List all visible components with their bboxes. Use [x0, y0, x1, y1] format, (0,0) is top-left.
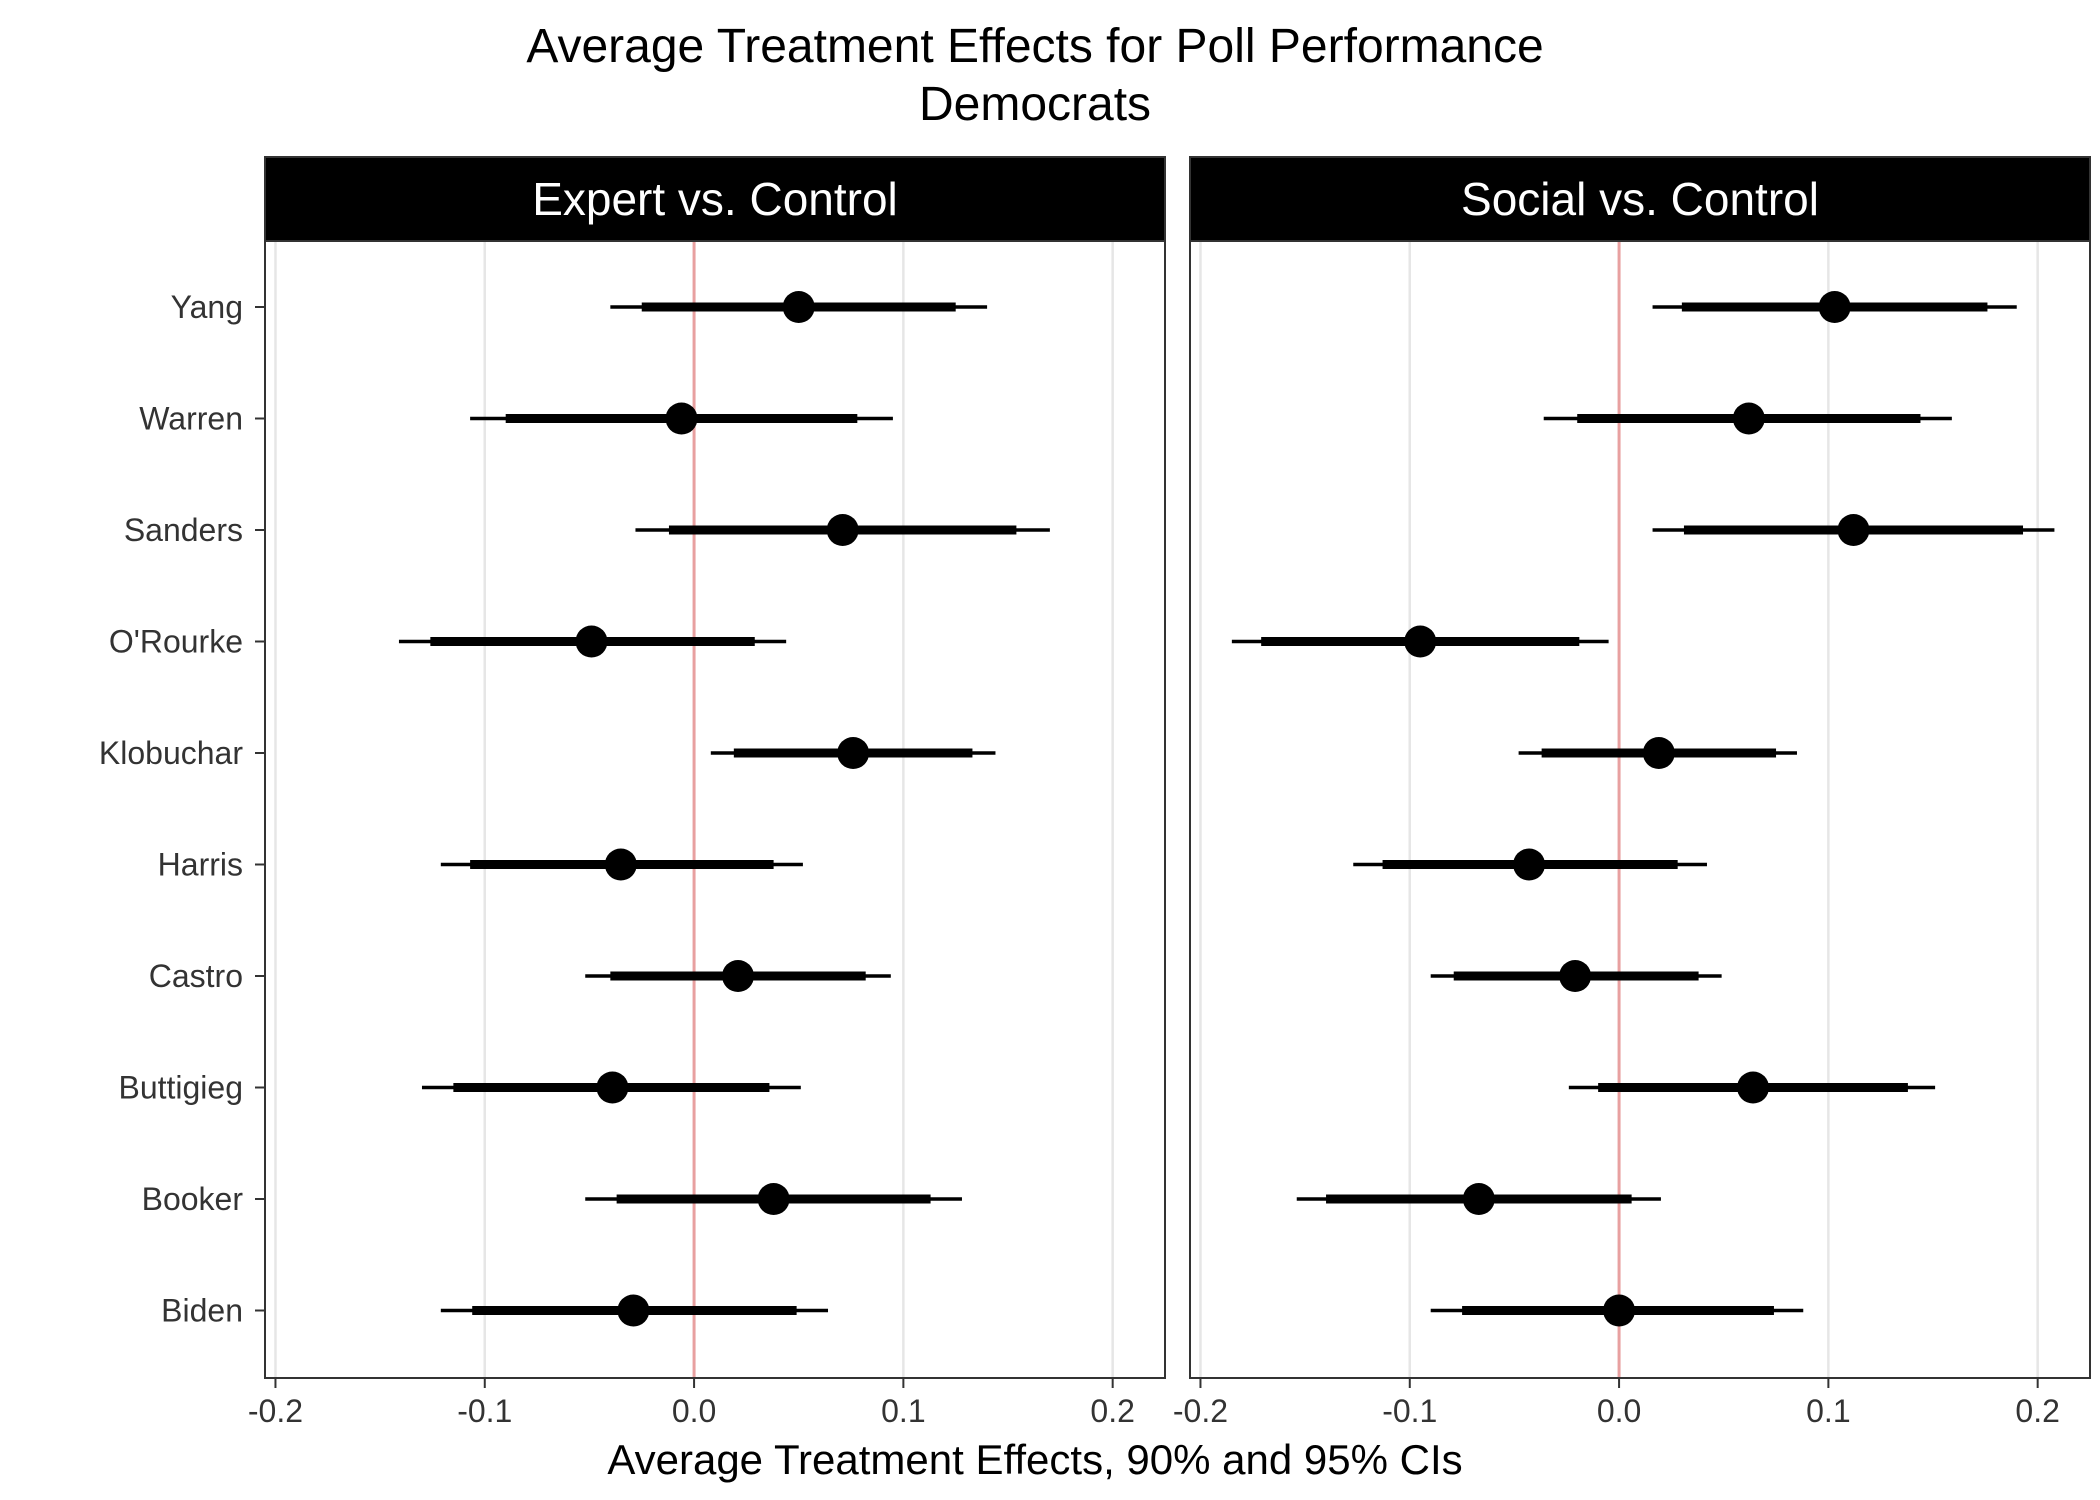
x-tick-label: 0.1 — [1806, 1393, 1850, 1429]
category-label: Warren — [139, 401, 243, 437]
point-estimate — [1462, 1183, 1495, 1215]
point-estimate — [1837, 514, 1870, 546]
point-estimate — [757, 1183, 790, 1215]
point-estimate — [1732, 402, 1765, 435]
panels-group: Expert vs. Control-0.2 -0.1 0.0 0.1 0.2Socia… — [248, 156, 2091, 1429]
category-label: Booker — [142, 1181, 244, 1217]
point-estimate — [1737, 1071, 1770, 1104]
facet-strip — [264, 156, 1166, 242]
point-estimate — [604, 848, 637, 881]
point-estimate — [1513, 848, 1546, 881]
point-estimate — [1603, 1294, 1636, 1327]
point-estimate — [596, 1071, 629, 1104]
x-axis-label: Average Treatment Effects, 90% and 95% C… — [607, 1436, 1462, 1483]
point-estimate — [837, 737, 870, 769]
panel-2: Social vs. Control -0.2 -0.1 0.0 0.1 0.2 — [1173, 156, 2091, 1429]
point-estimate — [1404, 625, 1437, 658]
x-tick-label: 0.2 — [2015, 1393, 2059, 1429]
point-estimate — [722, 960, 755, 992]
category-label: Biden — [161, 1293, 243, 1329]
point-estimate — [1642, 737, 1675, 769]
facet-strip — [1189, 156, 2091, 242]
chart-subtitle: Democrats — [919, 78, 1151, 131]
category-label: Klobuchar — [99, 735, 243, 771]
x-tick-label: 0.1 — [881, 1393, 925, 1429]
chart-title: Average Treatment Effects for Poll Perfo… — [526, 20, 1543, 73]
x-tick-label: 0.0 — [1597, 1393, 1641, 1429]
x-tick-label: -0.1 — [1382, 1393, 1437, 1429]
category-label: Yang — [171, 289, 243, 325]
facet-strip-label: Social vs. Control — [1461, 173, 1819, 225]
x-tick-label: 0.2 — [1090, 1393, 1134, 1429]
point-estimate — [1559, 960, 1592, 992]
point-estimate — [782, 291, 815, 323]
panel-border — [1189, 240, 2091, 1379]
category-label: Sanders — [124, 512, 243, 548]
facet-strip-label: Expert vs. Control — [532, 173, 898, 225]
point-estimate — [617, 1294, 650, 1327]
point-estimate — [826, 514, 859, 546]
category-label: O'Rourke — [109, 624, 243, 660]
x-tick-label: -0.2 — [1173, 1393, 1228, 1429]
x-tick-label: 0.0 — [672, 1393, 716, 1429]
point-estimate — [665, 402, 698, 435]
panel-border — [264, 240, 1166, 1379]
category-label: Harris — [158, 847, 243, 883]
category-label: Castro — [149, 958, 243, 994]
panel-1: Expert vs. Control -0.2 -0.1 0.0 0.1 0.2 — [248, 156, 1166, 1429]
x-tick-label: -0.2 — [248, 1393, 303, 1429]
y-axis-categories: Yang Warren Sanders O'Rourke Klobuchar Harris… — [99, 289, 265, 1329]
point-estimate — [1818, 291, 1851, 323]
point-estimate — [575, 625, 608, 658]
category-label: Buttigieg — [118, 1070, 243, 1106]
x-tick-label: -0.1 — [457, 1393, 512, 1429]
